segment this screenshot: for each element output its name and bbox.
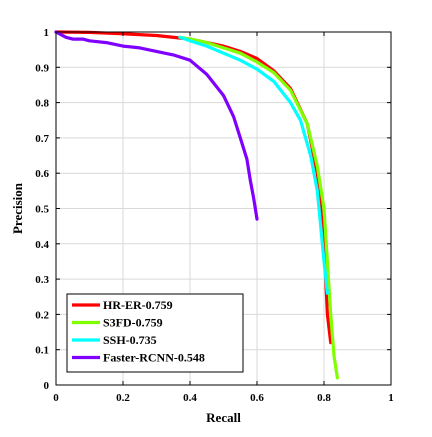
y-tick-label: 0.4 xyxy=(35,239,49,251)
axis-ticks: 0 0.2 0.4 0.6 0.8 1 0 0.1 0.2 0.3 0.4 0.5 0.6 0.7 0.8 0… xyxy=(35,27,394,404)
x-tick-label: 0.2 xyxy=(116,392,130,404)
y-tick-label: 0.7 xyxy=(35,133,49,145)
legend: HR-ER-0.759 S3FD-0.759 SSH-0.735 Faster-RCN… xyxy=(66,293,244,373)
y-tick-label: 0.9 xyxy=(35,62,49,74)
series-line-s3fd-0-759 xyxy=(178,35,339,380)
grid-lines xyxy=(56,32,391,385)
x-tick-label: 1 xyxy=(388,392,394,404)
legend-label: S3FD-0.759 xyxy=(103,316,163,330)
series-line-hr-er-0-759 xyxy=(54,30,333,345)
legend-label: SSH-0.735 xyxy=(103,333,157,347)
x-tick-label: 0.4 xyxy=(183,392,197,404)
y-tick-label: 0 xyxy=(44,380,50,392)
x-tick-label: 0 xyxy=(53,392,59,404)
y-tick-label: 0.5 xyxy=(35,204,49,216)
y-tick-label: 0.2 xyxy=(35,309,49,321)
x-axis-label: Recall xyxy=(206,410,241,425)
x-tick-label: 0.8 xyxy=(317,392,331,404)
y-tick-label: 0.3 xyxy=(35,274,49,286)
legend-label: Faster-RCNN-0.548 xyxy=(103,351,205,365)
series-lines xyxy=(54,30,339,380)
legend-label: HR-ER-0.759 xyxy=(103,298,173,312)
y-tick-label: 0.6 xyxy=(35,168,49,180)
series-line-ssh-0-735 xyxy=(178,35,329,295)
x-tick-label: 0.6 xyxy=(250,392,264,404)
y-tick-label: 1 xyxy=(44,27,50,39)
y-tick-label: 0.1 xyxy=(35,345,49,357)
y-tick-label: 0.8 xyxy=(35,98,49,110)
y-axis-label: Precision xyxy=(10,182,25,234)
series-line-faster-rcnn-0-548 xyxy=(54,30,259,221)
